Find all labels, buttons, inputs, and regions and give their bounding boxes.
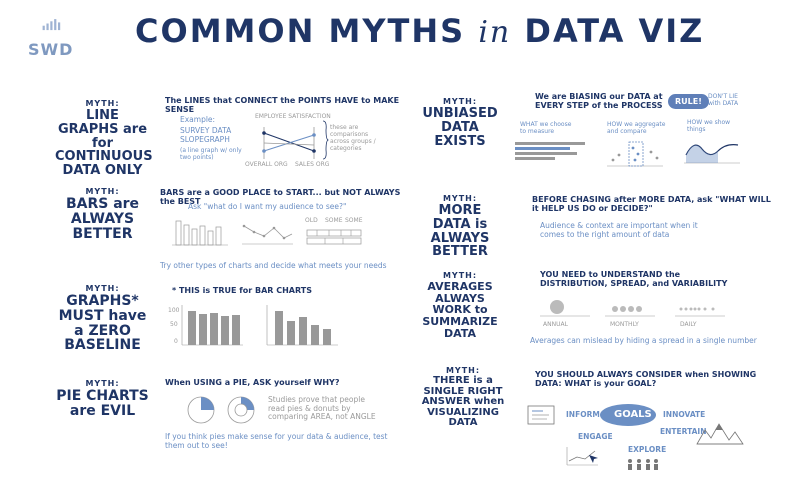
- more-data-note: Audience & context are important when it…: [540, 221, 698, 239]
- myth-more-data: MYTH: MORE DATA is ALWAYS BETTER: [418, 194, 502, 260]
- averages-heading: YOU NEED to UNDERSTAND the DISTRIBUTION,…: [540, 270, 728, 289]
- rule-note: DON'T LIE with DATA: [708, 93, 739, 107]
- pie-chart-icon: [187, 396, 215, 424]
- swd-logo-icon: [42, 19, 61, 31]
- myth-pie-charts: MYTH: PIE CHARTS are EVIL: [55, 379, 150, 420]
- line-heading: The LINES that CONNECT the POINTS HAVE t…: [165, 96, 400, 115]
- pie-heading: When USING a PIE, ASK yourself WHY?: [165, 378, 340, 387]
- logo-text: SWD: [28, 40, 74, 59]
- title-in: in: [478, 15, 512, 50]
- axis-left-label: OVERALL ORG: [245, 161, 288, 168]
- myth-label: MYTH:: [445, 366, 481, 375]
- bias-heading: We are BIASING our DATA at EVERY STEP of…: [535, 92, 663, 111]
- myth-unbiased-data: MYTH: UNBIASED DATA EXISTS: [420, 97, 500, 149]
- engage-chart-icon: [566, 447, 598, 466]
- pie-studies: Studies prove that people read pies & do…: [268, 395, 376, 422]
- mini-label-2: SOME: [325, 217, 343, 224]
- myth-label: MYTH:: [85, 284, 120, 293]
- truncated-bar-chart-icon: [266, 305, 338, 346]
- myth-title: MORE DATA is ALWAYS BETTER: [430, 203, 490, 260]
- entertain-landscape-icon: [696, 423, 744, 445]
- zero-baseline-bar-chart-icon: [181, 305, 243, 346]
- baseline-heading: * THIS is TRUE for BAR CHARTS: [172, 286, 313, 295]
- bias-line-icon: [684, 144, 740, 164]
- goal-engage: ENGAGE: [578, 432, 613, 441]
- axis-right-label: SALES ORG: [295, 161, 330, 168]
- bias-scatter-icon: [607, 141, 663, 167]
- averages-note: Averages can mislead by hiding a spread …: [530, 336, 757, 345]
- brace-icon: [322, 120, 329, 160]
- bias-bars-icon: [515, 142, 585, 160]
- myth-title: AVERAGES ALWAYS WORK to SUMMARIZE DATA: [422, 280, 498, 340]
- period-monthly: MONTHLY: [610, 321, 639, 328]
- mini-label-3: SOME: [345, 217, 363, 224]
- myth-title: GRAPHS* MUST have a ZERO BASELINE: [58, 293, 147, 354]
- tick-50: 50: [170, 321, 178, 328]
- donut-chart-icon: [227, 396, 255, 424]
- goals-bubble: [600, 404, 656, 426]
- myth-label: MYTH:: [442, 194, 478, 203]
- tick-0: 0: [174, 338, 178, 345]
- bar-mini-chart-icon: [172, 220, 228, 246]
- more-data-heading: BEFORE CHASING after MORE DATA, ask "WHA…: [532, 195, 771, 214]
- myth-averages: MYTH: AVERAGES ALWAYS WORK to SUMMARIZE …: [418, 271, 502, 340]
- tick-100: 100: [168, 307, 180, 314]
- myth-single-answer: MYTH: THERE is a SINGLE RIGHT ANSWER whe…: [418, 366, 508, 429]
- example-note: (a line graph w/ only two points): [180, 147, 242, 161]
- example-label: Example:: [180, 115, 216, 124]
- pie-tip: If you think pies make sense for your da…: [165, 432, 388, 450]
- chart-label: EMPLOYEE SATISFACTION: [255, 113, 331, 120]
- slopegraph-icon: [262, 127, 316, 159]
- bars-tip: Try other types of charts and decide wha…: [160, 261, 387, 270]
- goals-heading: YOU SHOULD ALWAYS CONSIDER when SHOWING …: [535, 370, 757, 389]
- explore-people-icon: [628, 459, 658, 470]
- myth-label: MYTH:: [442, 97, 478, 106]
- page-title: COMMON MYTHS in DATA VIZ: [135, 12, 704, 50]
- myth-title: PIE CHARTS are EVIL: [56, 388, 149, 420]
- myth-label: MYTH:: [85, 99, 120, 108]
- myth-title: UNBIASED DATA EXISTS: [422, 106, 498, 149]
- mini-label-1: OLD: [305, 217, 318, 224]
- myth-title: LINE GRAPHS are for CONTINUOUS DATA ONLY: [55, 108, 153, 178]
- bias-col-2: HOW we aggregate and compare: [607, 121, 666, 135]
- title-part-b: DATA VIZ: [524, 12, 705, 50]
- period-daily: DAILY: [680, 321, 697, 328]
- distribution-icon: [540, 300, 725, 317]
- side-note: these are comparisons across groups / ca…: [330, 124, 376, 152]
- goal-innovate: INNOVATE: [663, 410, 706, 419]
- myth-zero-baseline: MYTH: GRAPHS* MUST have a ZERO BASELINE: [55, 284, 150, 354]
- example-text: SURVEY DATA SLOPEGRAPH: [180, 126, 232, 144]
- myth-label: MYTH:: [85, 379, 120, 388]
- period-annual: ANNUAL: [543, 321, 568, 328]
- myth-label: MYTH:: [442, 271, 478, 280]
- bars-heading: BARS are a GOOD PLACE to START... but NO…: [160, 188, 401, 207]
- bias-col-3: HOW we show things: [687, 119, 731, 133]
- myth-title: THERE is a SINGLE RIGHT ANSWER when VISU…: [421, 375, 505, 429]
- stacked-mini-chart-icon: [306, 229, 362, 245]
- myth-bars: MYTH: BARS are ALWAYS BETTER: [55, 187, 150, 242]
- rule-badge: RULE!: [668, 94, 709, 109]
- line-mini-chart-icon: [242, 224, 293, 245]
- myth-title: BARS are ALWAYS BETTER: [65, 196, 140, 242]
- goal-inform: INFORM: [566, 410, 600, 419]
- goal-entertain: ENTERTAIN: [660, 427, 707, 436]
- bars-ask: Ask "what do I want my audience to see?": [188, 202, 347, 211]
- myth-label: MYTH:: [85, 187, 120, 196]
- myth-line-graphs: MYTH: LINE GRAPHS are for CONTINUOUS DAT…: [55, 99, 153, 178]
- goal-explore: EXPLORE: [628, 445, 667, 454]
- bias-col-1: WHAT we choose to measure: [520, 121, 572, 135]
- document-icon: [527, 405, 555, 425]
- goals-label: GOALS: [614, 409, 652, 420]
- title-part-a: COMMON MYTHS: [135, 12, 466, 50]
